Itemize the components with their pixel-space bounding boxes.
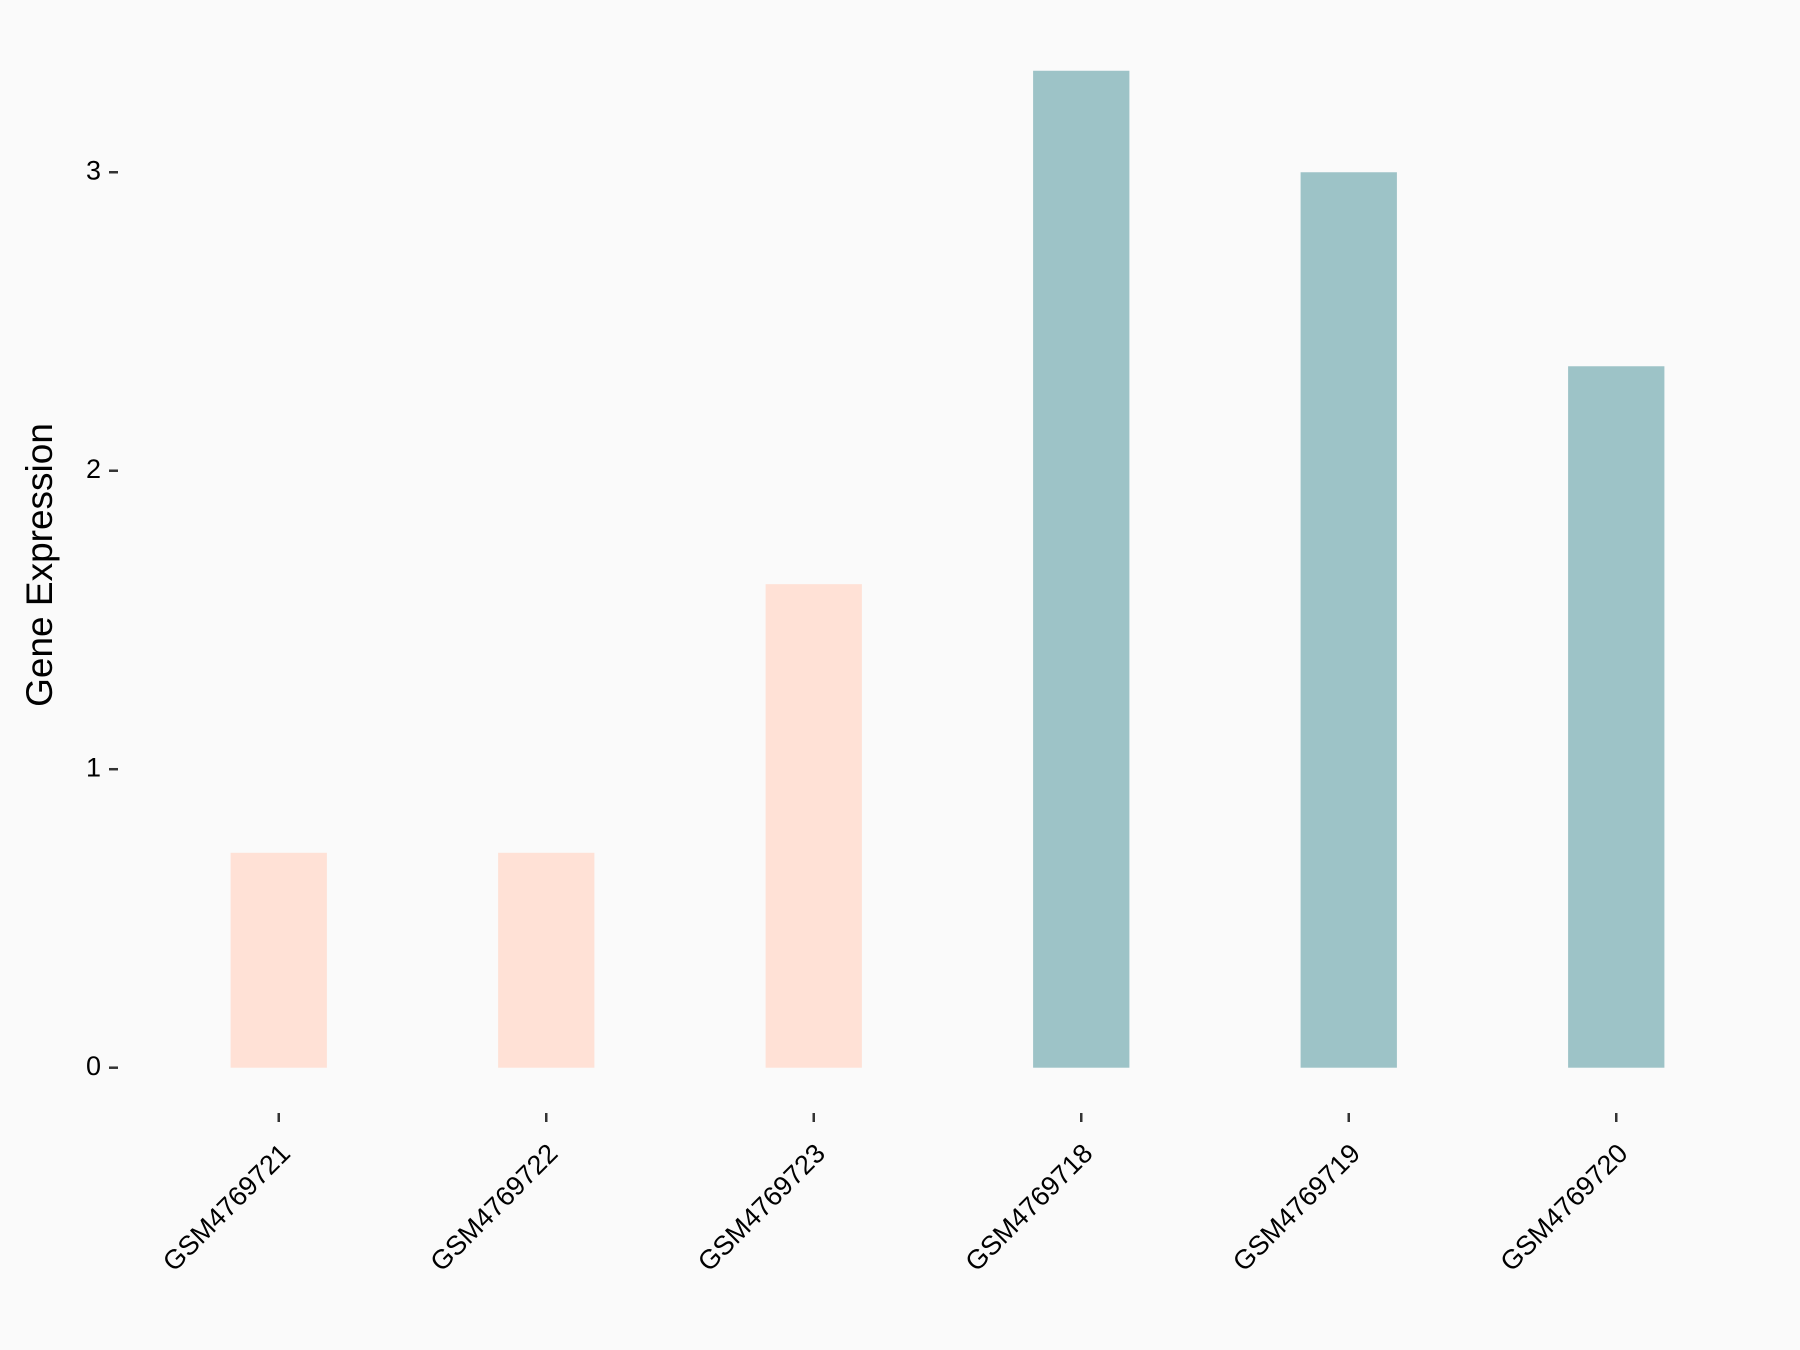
y-tick-label: 0	[86, 1051, 101, 1081]
bar	[498, 852, 595, 1068]
y-tick-label: 1	[86, 752, 101, 782]
bar	[765, 584, 862, 1068]
bar	[1568, 366, 1665, 1068]
y-tick-label: 2	[86, 454, 101, 484]
y-tick-label: 3	[86, 155, 101, 185]
bar	[1300, 172, 1397, 1068]
y-axis-label: Gene Expression	[19, 423, 60, 707]
bar	[1033, 70, 1130, 1068]
bar	[230, 852, 327, 1068]
